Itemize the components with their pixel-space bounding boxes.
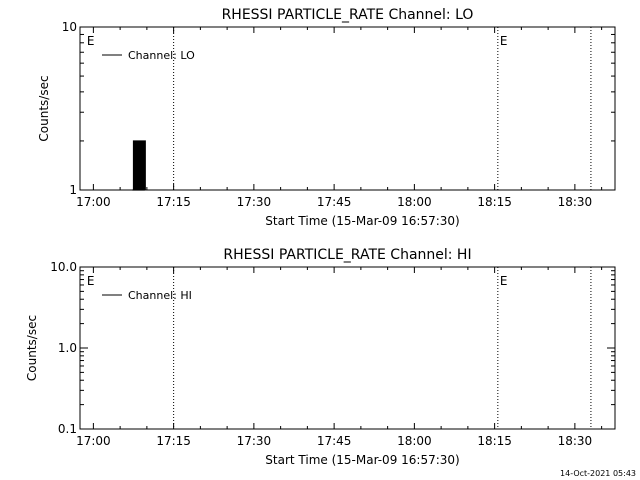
legend-label: Channel: LO <box>128 49 195 62</box>
x-tick-label: 17:30 <box>237 434 272 448</box>
x-tick-label: 17:45 <box>317 195 352 209</box>
event-marker-label: E <box>500 274 508 288</box>
event-marker-label: E <box>87 34 95 48</box>
legend-label: Channel: HI <box>128 289 192 302</box>
series-line <box>132 140 146 191</box>
chart-panel-hi: RHESSI PARTICLE_RATE Channel: HI 17:00 17:… <box>25 247 616 467</box>
x-tick-label: 17:00 <box>76 434 111 448</box>
y-axis-label: Counts/sec <box>25 315 39 381</box>
event-marker-label: E <box>87 274 95 288</box>
x-axis-label: Start Time (15-Mar-09 16:57:30) <box>265 214 459 228</box>
chart-panel-lo: RHESSI PARTICLE_RATE Channel: LO 17:00 17:… <box>37 7 616 228</box>
footer-timestamp: 14-Oct-2021 05:43 <box>560 469 636 478</box>
x-tick-label: 18:00 <box>397 434 432 448</box>
y-tick-label: 1 <box>69 183 77 197</box>
x-axis-label: Start Time (15-Mar-09 16:57:30) <box>265 453 459 467</box>
x-tick-label: 18:00 <box>397 195 432 209</box>
x-tick-label: 18:15 <box>477 195 512 209</box>
chart-title: RHESSI PARTICLE_RATE Channel: HI <box>223 247 471 263</box>
x-tick-label: 17:45 <box>317 434 352 448</box>
x-tick-label: 17:00 <box>76 195 111 209</box>
plot-frame <box>79 26 616 191</box>
x-tick-label: 18:30 <box>558 195 593 209</box>
y-axis-label: Counts/sec <box>37 75 51 141</box>
y-tick-label: 10 <box>62 20 77 34</box>
x-tick-label: 17:30 <box>237 195 272 209</box>
x-tick-label: 18:30 <box>558 434 593 448</box>
y-tick-label: 10.0 <box>50 260 77 274</box>
x-tick-label: 17:15 <box>156 195 191 209</box>
x-tick-label: 17:15 <box>156 434 191 448</box>
event-marker-label: E <box>500 34 508 48</box>
y-tick-label: 0.1 <box>58 422 77 436</box>
x-tick-label: 18:15 <box>477 434 512 448</box>
chart-title: RHESSI PARTICLE_RATE Channel: LO <box>222 7 474 23</box>
y-tick-label: 1.0 <box>58 341 77 355</box>
